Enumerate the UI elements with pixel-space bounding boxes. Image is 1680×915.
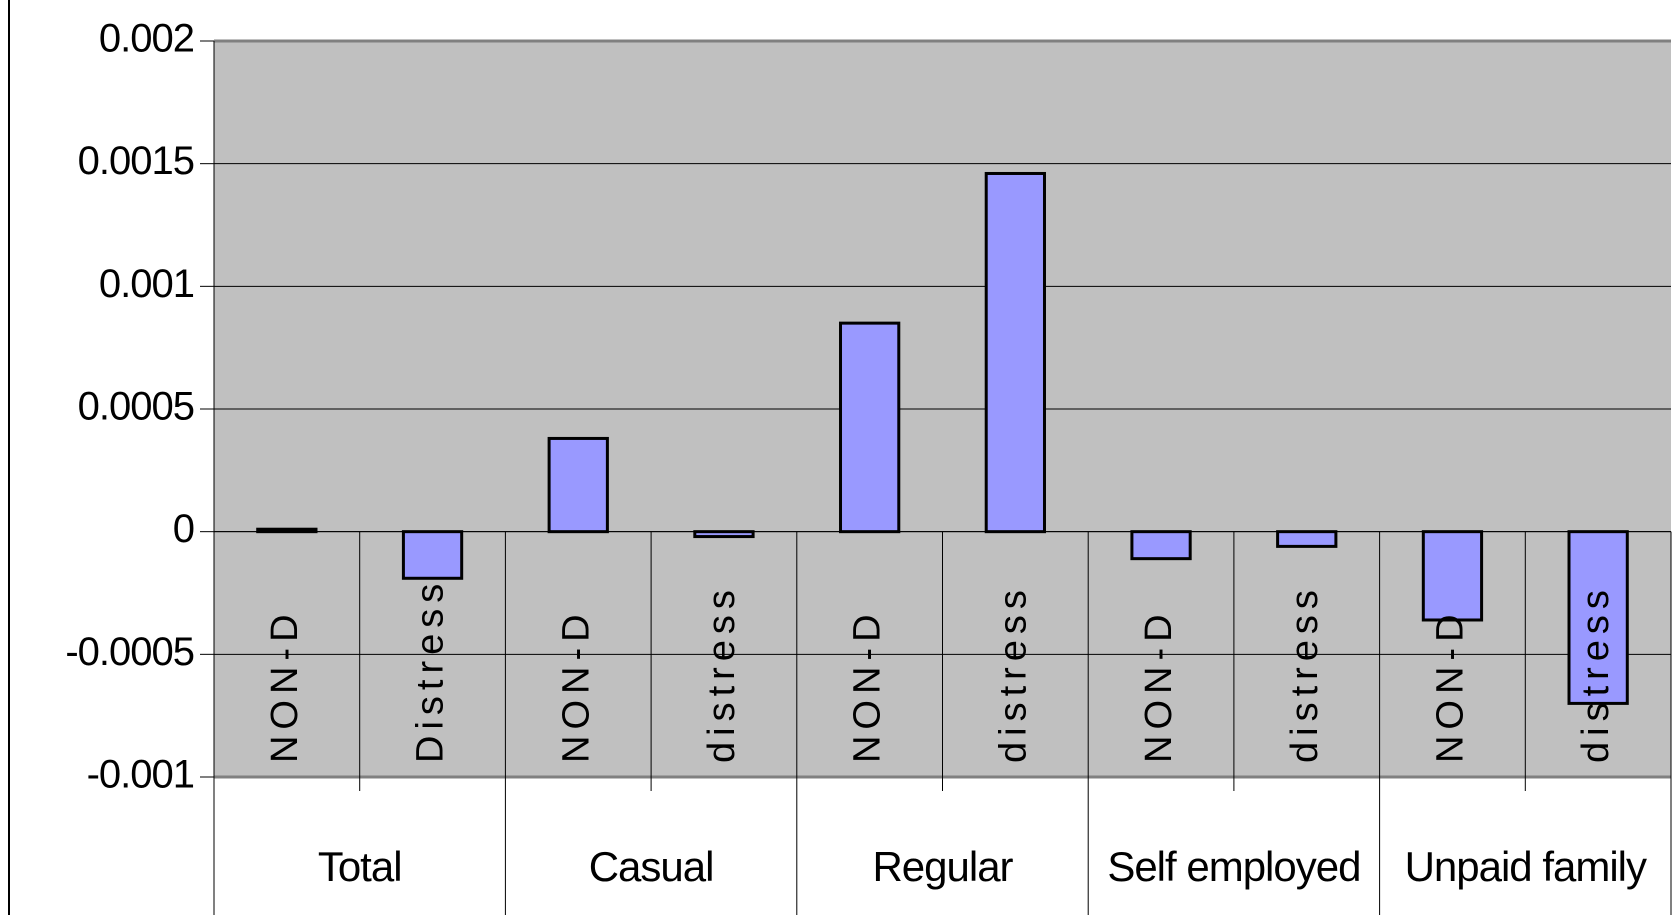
group-label: Regular xyxy=(872,843,1013,890)
x-tick-label: NON-D xyxy=(1138,608,1180,763)
y-tick-label: 0.0015 xyxy=(78,139,194,183)
x-tick-label: NON-D xyxy=(1429,608,1471,763)
x-tick-label: NON-D xyxy=(847,608,889,763)
group-label: Self employed xyxy=(1107,843,1360,890)
x-tick-label: NON-D xyxy=(264,608,306,763)
x-tick-label: Distress xyxy=(410,578,452,763)
y-tick-label: 0.001 xyxy=(99,262,194,306)
y-tick-label: -0.001 xyxy=(87,753,194,797)
x-tick-label: distress xyxy=(1284,584,1326,763)
bar xyxy=(839,321,901,534)
bar xyxy=(1130,530,1192,561)
bar xyxy=(547,436,609,534)
y-tick-label: 0.0005 xyxy=(78,385,194,429)
x-tick-label: distress xyxy=(1575,584,1617,763)
y-tick-label: 0.002 xyxy=(99,17,194,61)
y-tick-label: -0.0005 xyxy=(65,630,194,674)
x-tick-label: distress xyxy=(701,584,743,763)
x-tick-label: NON-D xyxy=(555,608,597,763)
group-label: Total xyxy=(318,843,402,890)
y-tick-label: 0 xyxy=(173,507,194,551)
group-label: Unpaid family xyxy=(1405,843,1647,890)
bar xyxy=(401,530,464,580)
bar xyxy=(1567,530,1629,705)
bar xyxy=(984,171,1046,534)
bar xyxy=(1421,530,1484,622)
bar xyxy=(693,530,755,539)
bar xyxy=(1276,530,1338,548)
bar xyxy=(256,527,318,534)
group-label: Casual xyxy=(589,843,714,890)
x-tick-label: distress xyxy=(992,584,1034,763)
